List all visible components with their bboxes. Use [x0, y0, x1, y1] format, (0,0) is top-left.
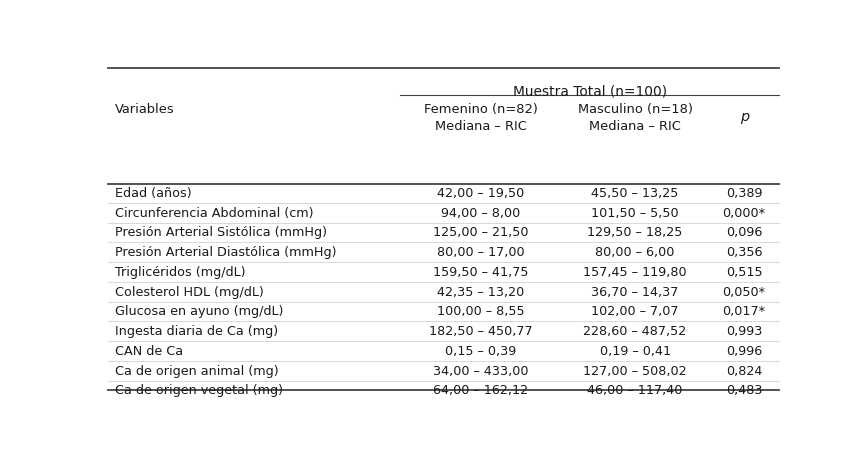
Text: Triglicéridos (mg/dL): Triglicéridos (mg/dL) — [115, 266, 245, 279]
Text: Colesterol HDL (mg/dL): Colesterol HDL (mg/dL) — [115, 285, 264, 299]
Text: Presión Arterial Diastólica (mmHg): Presión Arterial Diastólica (mmHg) — [115, 246, 337, 259]
Text: 42,00 – 19,50: 42,00 – 19,50 — [437, 187, 525, 200]
Text: p: p — [740, 110, 749, 124]
Text: Edad (años): Edad (años) — [115, 187, 191, 200]
Text: 100,00 – 8,55: 100,00 – 8,55 — [437, 305, 525, 318]
Text: 157,45 – 119,80: 157,45 – 119,80 — [584, 266, 687, 279]
Text: Masculino (n=18)
Mediana – RIC: Masculino (n=18) Mediana – RIC — [578, 103, 693, 133]
Text: 101,50 – 5,50: 101,50 – 5,50 — [591, 207, 679, 219]
Text: Ca de origen animal (mg): Ca de origen animal (mg) — [115, 365, 279, 378]
Text: 0,000*: 0,000* — [722, 207, 766, 219]
Text: Presión Arterial Sistólica (mmHg): Presión Arterial Sistólica (mmHg) — [115, 227, 327, 239]
Text: 0,19 – 0,41: 0,19 – 0,41 — [599, 345, 670, 358]
Text: CAN de Ca: CAN de Ca — [115, 345, 183, 358]
Text: 0,15 – 0,39: 0,15 – 0,39 — [445, 345, 516, 358]
Text: 46,00 – 117,40: 46,00 – 117,40 — [587, 384, 682, 398]
Text: 0,389: 0,389 — [726, 187, 762, 200]
Text: 0,993: 0,993 — [726, 325, 762, 338]
Text: Ca de origen vegetal (mg): Ca de origen vegetal (mg) — [115, 384, 283, 398]
Text: 0,483: 0,483 — [726, 384, 762, 398]
Text: Glucosa en ayuno (mg/dL): Glucosa en ayuno (mg/dL) — [115, 305, 283, 318]
Text: 125,00 – 21,50: 125,00 – 21,50 — [433, 227, 528, 239]
Text: 129,50 – 18,25: 129,50 – 18,25 — [587, 227, 682, 239]
Text: 34,00 – 433,00: 34,00 – 433,00 — [433, 365, 528, 378]
Text: 42,35 – 13,20: 42,35 – 13,20 — [437, 285, 525, 299]
Text: 228,60 – 487,52: 228,60 – 487,52 — [584, 325, 687, 338]
Text: 159,50 – 41,75: 159,50 – 41,75 — [433, 266, 528, 279]
Text: Femenino (n=82)
Mediana – RIC: Femenino (n=82) Mediana – RIC — [423, 103, 538, 133]
Text: 102,00 – 7,07: 102,00 – 7,07 — [591, 305, 679, 318]
Text: 80,00 – 17,00: 80,00 – 17,00 — [437, 246, 525, 259]
Text: 36,70 – 14,37: 36,70 – 14,37 — [591, 285, 679, 299]
Text: Muestra Total (n=100): Muestra Total (n=100) — [513, 85, 667, 98]
Text: Circunferencia Abdominal (cm): Circunferencia Abdominal (cm) — [115, 207, 313, 219]
Text: 182,50 – 450,77: 182,50 – 450,77 — [429, 325, 533, 338]
Text: Variables: Variables — [115, 103, 175, 116]
Text: Ingesta diaria de Ca (mg): Ingesta diaria de Ca (mg) — [115, 325, 278, 338]
Text: 0,996: 0,996 — [726, 345, 762, 358]
Text: 80,00 – 6,00: 80,00 – 6,00 — [596, 246, 675, 259]
Text: 0,515: 0,515 — [726, 266, 762, 279]
Text: 64,00 – 162,12: 64,00 – 162,12 — [433, 384, 528, 398]
Text: 0,824: 0,824 — [726, 365, 762, 378]
Text: 0,356: 0,356 — [726, 246, 762, 259]
Text: 0,096: 0,096 — [726, 227, 762, 239]
Text: 127,00 – 508,02: 127,00 – 508,02 — [584, 365, 687, 378]
Text: 94,00 – 8,00: 94,00 – 8,00 — [441, 207, 520, 219]
Text: 0,050*: 0,050* — [722, 285, 766, 299]
Text: 0,017*: 0,017* — [722, 305, 766, 318]
Text: 45,50 – 13,25: 45,50 – 13,25 — [591, 187, 679, 200]
